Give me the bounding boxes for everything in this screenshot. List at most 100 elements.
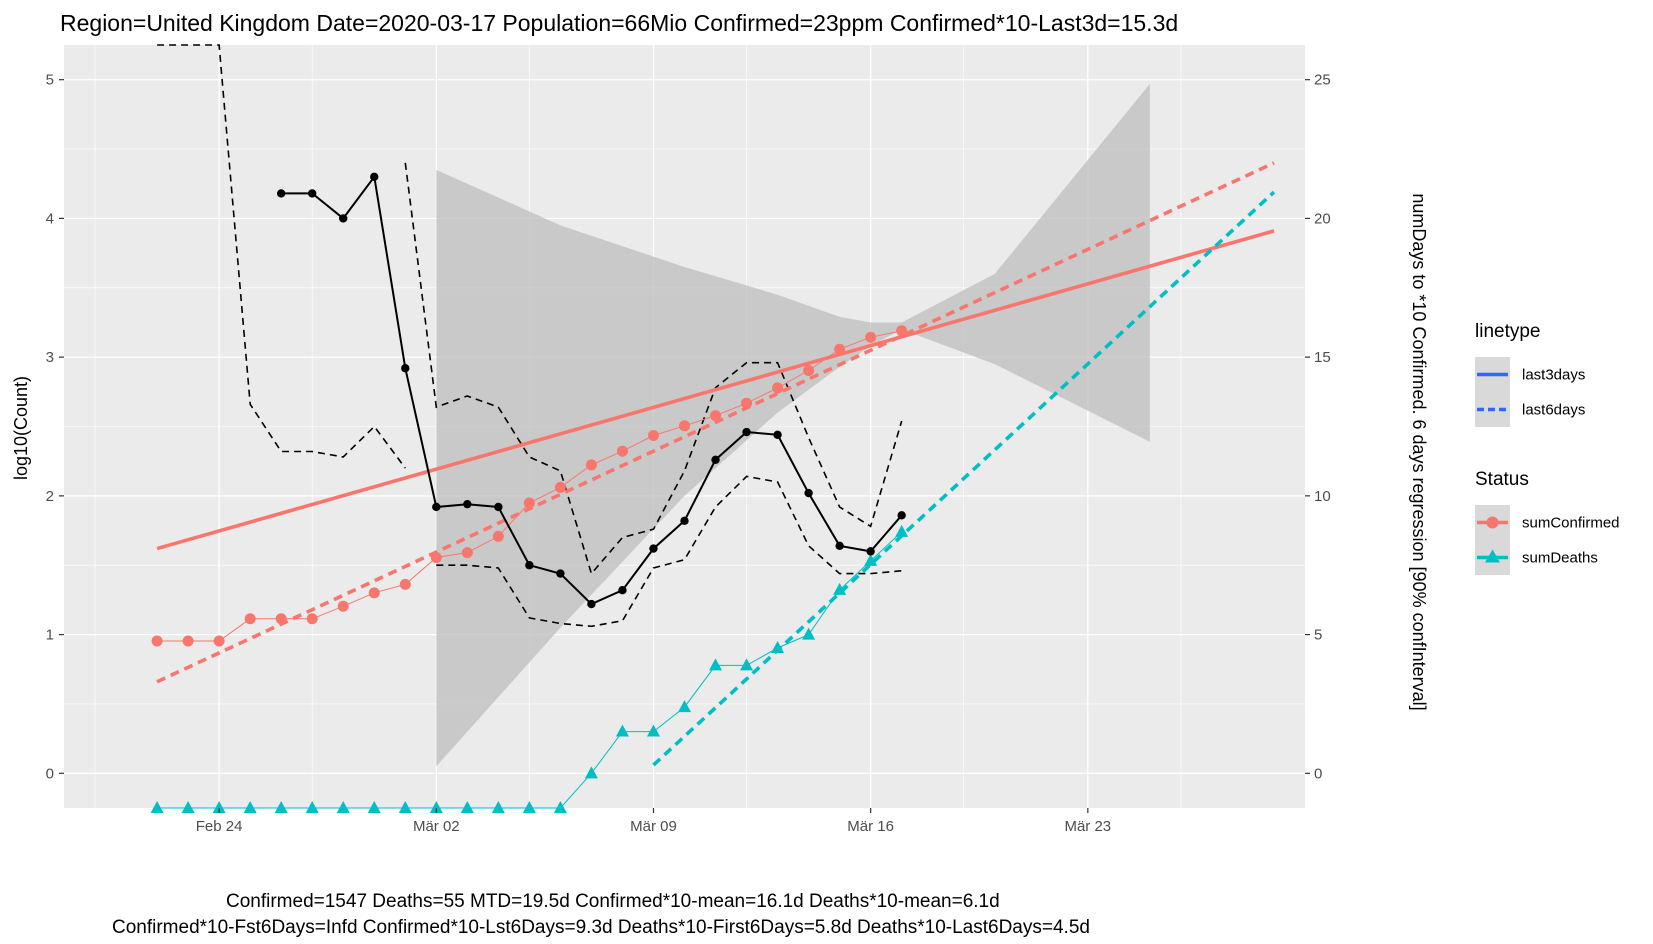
numdays-point bbox=[463, 499, 472, 509]
regression-last3days-sumConfirmed bbox=[156, 229, 1275, 551]
legend: linetype last3days last6days Status sumConfi… bbox=[1475, 321, 1620, 575]
legend-label-sumDeaths: sumDeaths bbox=[1522, 550, 1598, 567]
numdays-point bbox=[494, 502, 503, 512]
x-tick-label: Mär 16 bbox=[847, 818, 894, 835]
confirmed-point bbox=[492, 530, 504, 542]
legend-key-triangle-icon bbox=[1485, 549, 1500, 563]
confirmed-point bbox=[710, 410, 722, 422]
confirmed-point bbox=[182, 635, 194, 647]
deaths-point bbox=[709, 658, 723, 671]
confirmed-point bbox=[306, 613, 318, 625]
deaths-point bbox=[460, 801, 474, 813]
deaths-point bbox=[150, 801, 164, 813]
confirmed-point bbox=[399, 578, 411, 590]
deaths-point bbox=[243, 801, 257, 813]
deaths-point bbox=[584, 766, 598, 779]
legend-label-sumConfirmed: sumConfirmed bbox=[1522, 515, 1620, 532]
numdays-point bbox=[276, 189, 286, 198]
deaths-point bbox=[895, 524, 909, 537]
deaths-point bbox=[615, 724, 629, 737]
deaths-point bbox=[522, 801, 536, 813]
numdays-point bbox=[556, 569, 565, 578]
legend-title-status: Status bbox=[1475, 469, 1529, 490]
deaths-point bbox=[274, 801, 288, 813]
deaths-point bbox=[212, 801, 226, 813]
numdays-point bbox=[680, 516, 689, 526]
numdays-point bbox=[711, 455, 720, 464]
numdays-point bbox=[804, 488, 813, 498]
confirmed-point bbox=[523, 497, 535, 509]
regression-last6days-sumConfirmed bbox=[156, 161, 1275, 684]
legend-label-last6days: last6days bbox=[1522, 402, 1585, 419]
deaths-point bbox=[553, 801, 567, 813]
x-tick-label: Mär 23 bbox=[1064, 818, 1111, 835]
deaths-point bbox=[367, 801, 381, 813]
confirmed-point bbox=[461, 547, 473, 559]
numdays-point bbox=[773, 430, 782, 440]
numdays-point bbox=[370, 172, 379, 181]
y2-tick-label: 25 bbox=[1314, 72, 1331, 89]
numdays-point bbox=[742, 427, 751, 437]
confirmed-point bbox=[803, 364, 815, 376]
y-tick-label: 5 bbox=[46, 72, 54, 89]
legend-title-linetype: linetype bbox=[1475, 321, 1541, 342]
confirmed-point bbox=[151, 635, 163, 647]
deaths-point bbox=[491, 801, 505, 813]
y2-tick-label: 5 bbox=[1314, 627, 1322, 644]
y2-tick-label: 20 bbox=[1314, 210, 1331, 227]
confirmed-point bbox=[585, 459, 597, 471]
y-tick-label: 4 bbox=[46, 210, 54, 227]
numdays-bound-line bbox=[157, 44, 406, 469]
confirmed-point bbox=[213, 635, 225, 647]
numdays-bound-line bbox=[436, 475, 902, 628]
deaths-point bbox=[336, 801, 350, 813]
y-tick-label: 3 bbox=[46, 349, 54, 366]
confirmed-point bbox=[616, 445, 628, 457]
confirmed-point bbox=[244, 613, 256, 625]
legend-label-last3days: last3days bbox=[1522, 367, 1585, 384]
confirmed-point bbox=[554, 481, 566, 493]
y2-tick-label: 0 bbox=[1314, 765, 1322, 782]
numdays-point bbox=[587, 599, 596, 609]
deaths-point bbox=[398, 801, 412, 813]
deaths-point bbox=[181, 801, 195, 813]
confirmed-point bbox=[896, 325, 908, 337]
x-tick-label: Mär 09 bbox=[630, 818, 677, 835]
numdays-point bbox=[525, 561, 534, 570]
y-tick-label: 1 bbox=[46, 627, 54, 644]
x-tick-label: Feb 24 bbox=[196, 818, 243, 835]
numdays-point bbox=[401, 364, 410, 373]
deaths-point bbox=[864, 553, 878, 566]
confirmed-point bbox=[772, 382, 784, 394]
y-axis-title: log10(Count) bbox=[11, 376, 31, 480]
footer-line-1: Confirmed=1547 Deaths=55 MTD=19.5d Confi… bbox=[226, 891, 1000, 912]
chart-title: Region=United Kingdom Date=2020-03-17 Po… bbox=[60, 10, 1178, 36]
y2-tick-label: 15 bbox=[1314, 349, 1331, 366]
numdays-point bbox=[618, 585, 627, 595]
deaths-point bbox=[678, 700, 691, 713]
deaths-point bbox=[646, 724, 660, 737]
numdays-point bbox=[835, 541, 844, 551]
confirmed-point bbox=[368, 587, 380, 599]
numdays-point bbox=[308, 189, 317, 198]
numdays-point bbox=[432, 502, 441, 512]
deaths-point bbox=[740, 658, 754, 671]
footer-line-2: Confirmed*10-Fst6Days=Infd Confirmed*10-… bbox=[112, 917, 1090, 938]
confirmed-point bbox=[647, 430, 659, 442]
y-tick-label: 0 bbox=[46, 765, 54, 782]
confirmed-point bbox=[679, 420, 690, 432]
regression-last6days-sumDeaths bbox=[652, 190, 1276, 767]
plot-area: Feb 24 Mär 02 Mär 09 Mär 16 Mär 23 0 1 2 3 4 5 0 5 10… bbox=[46, 44, 1331, 835]
y-tick-label: 2 bbox=[46, 488, 54, 505]
confirmed-point bbox=[337, 600, 349, 612]
confidence-ribbon bbox=[436, 83, 1150, 767]
deaths-point bbox=[771, 641, 785, 654]
numdays-point bbox=[339, 214, 348, 223]
x-tick-label: Mär 02 bbox=[413, 818, 460, 835]
deaths-point bbox=[802, 627, 816, 640]
numdays-point bbox=[866, 547, 875, 556]
legend-key-circle-icon bbox=[1486, 516, 1499, 529]
numdays-point bbox=[897, 511, 906, 520]
confirmed-point bbox=[865, 331, 877, 343]
